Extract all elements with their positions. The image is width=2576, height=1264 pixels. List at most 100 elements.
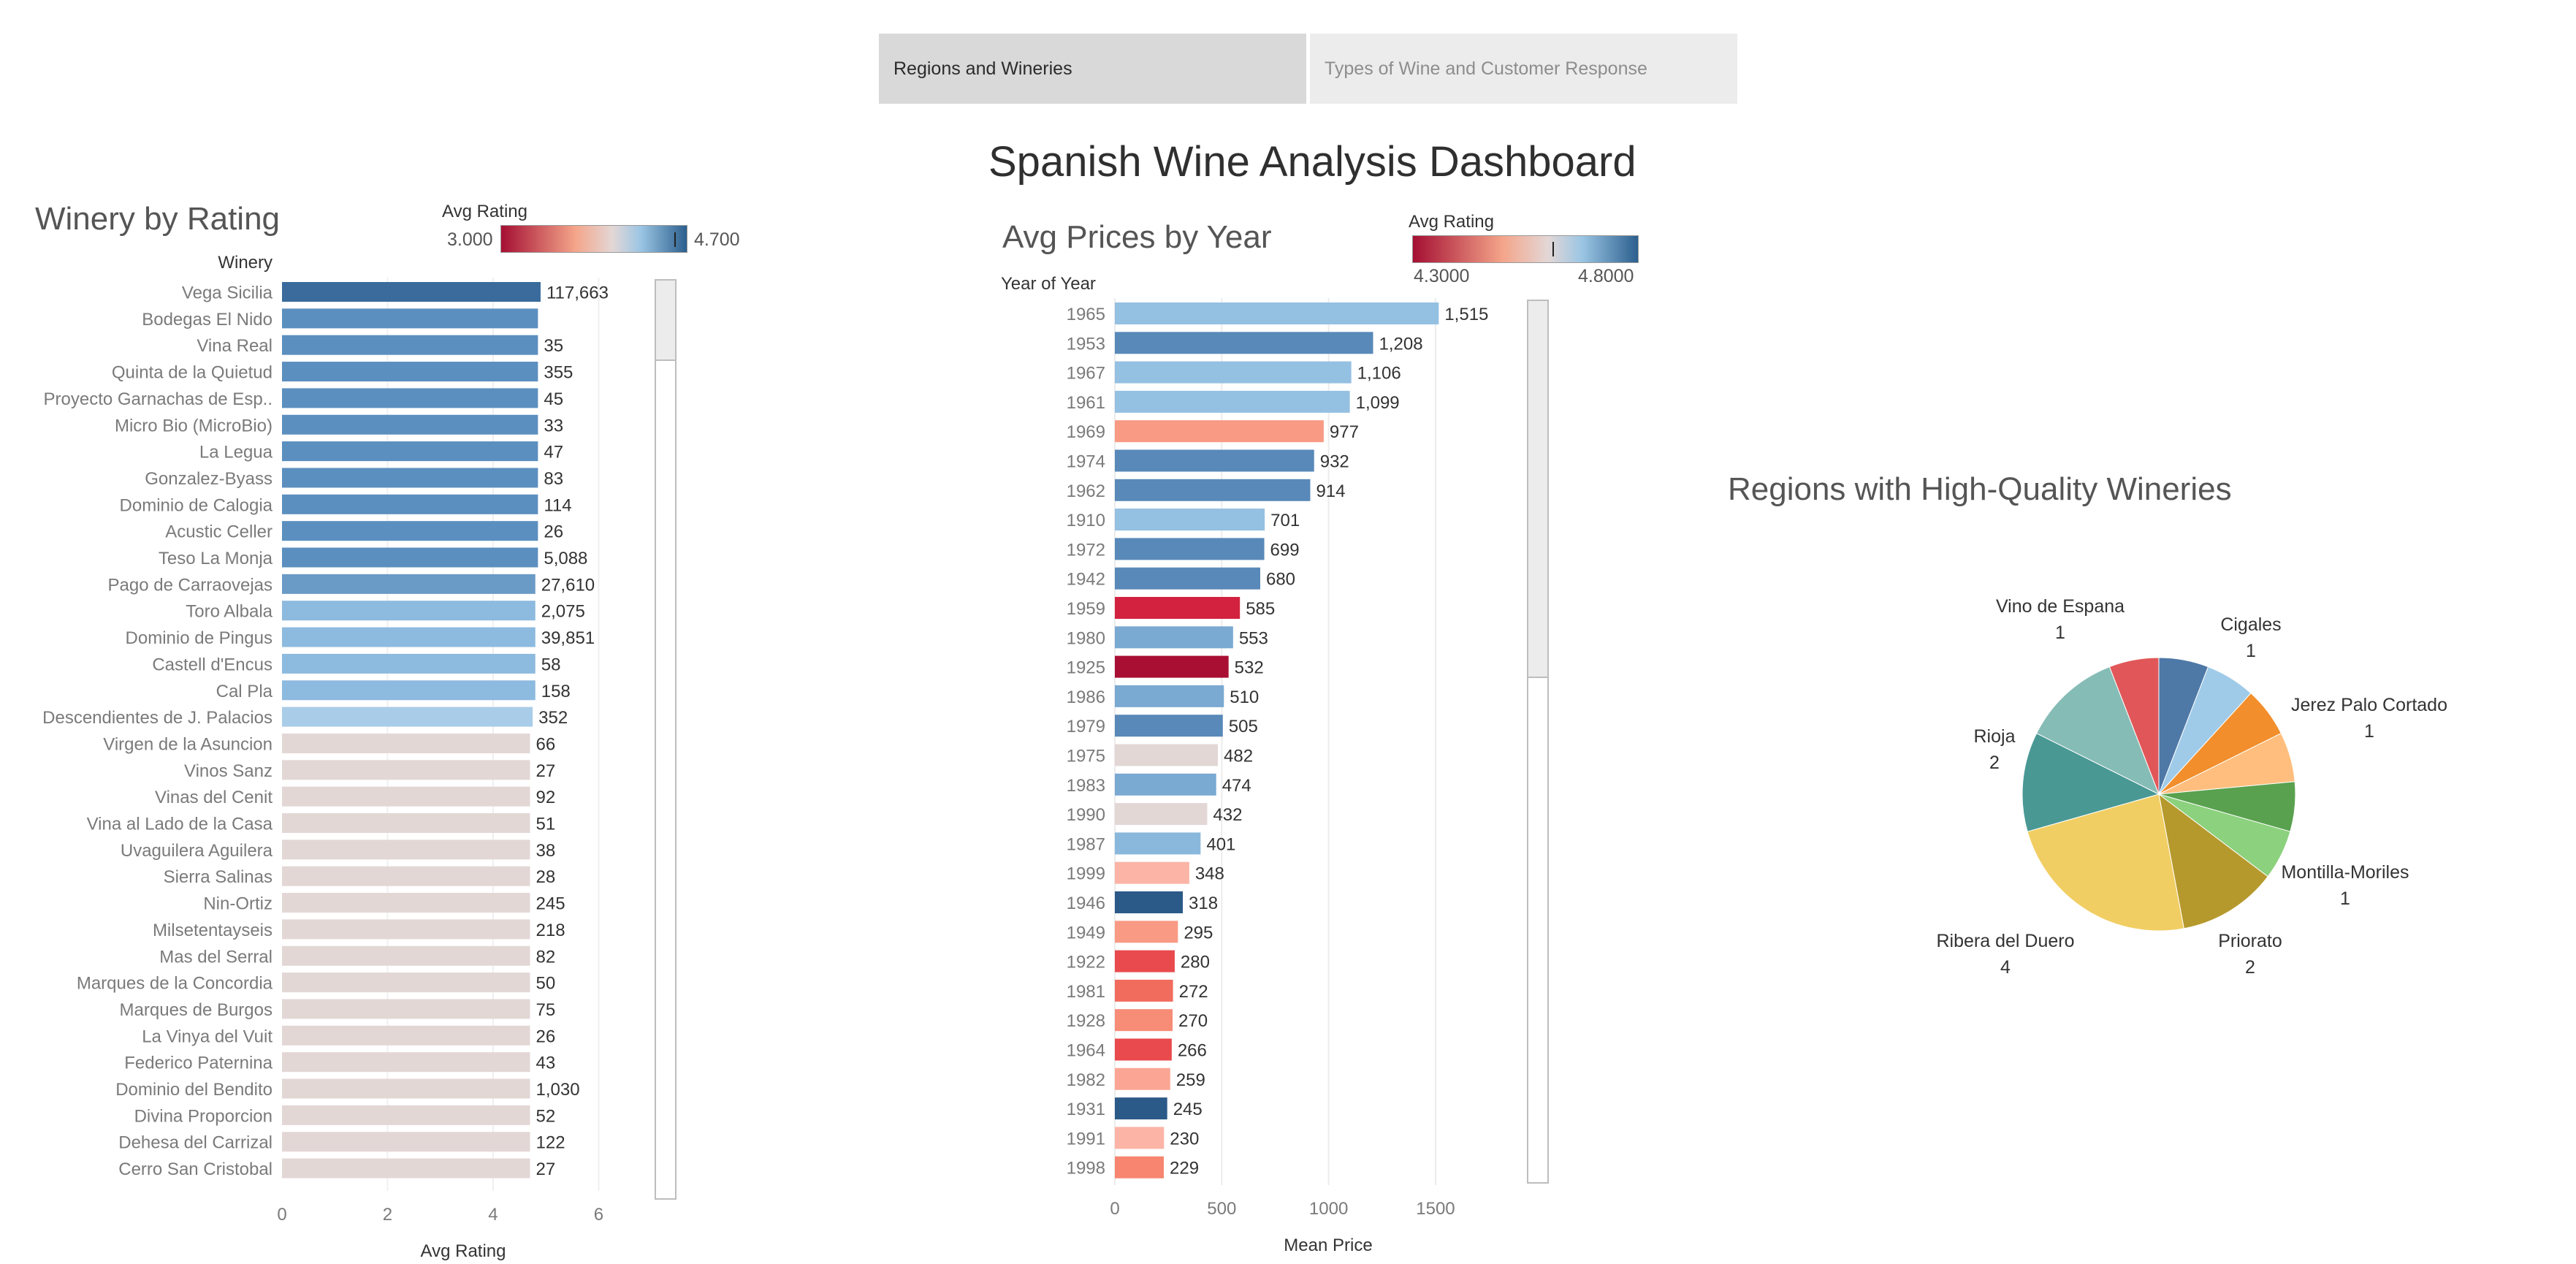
prices-legend-max: 4.8000 [1578,266,1634,286]
prices-scrollbar[interactable] [1527,300,1549,1184]
winery-legend-title: Avg Rating [442,202,527,221]
category-label: Dominio del Bendito [115,1080,273,1100]
bar [1115,420,1324,443]
bar [1115,449,1314,472]
bar [1115,773,1216,796]
data-label: 914 [1316,481,1345,501]
category-label: 1910 [1067,511,1105,530]
bar [282,414,538,435]
prices-scrollbar-thumb[interactable] [1528,301,1547,678]
bar [1115,567,1260,590]
data-label: 699 [1270,540,1300,560]
pie-label-value: 1 [2340,888,2350,909]
data-label: 295 [1184,923,1213,943]
category-label: Acustic Celler [165,522,273,542]
data-label: 26 [544,522,563,542]
data-label: 83 [544,469,563,489]
category-label: 1965 [1067,305,1105,324]
category-label: 1987 [1067,834,1105,854]
data-label: 977 [1330,422,1359,442]
category-label: Federico Paternina [124,1054,273,1073]
tab-regions-and-wineries[interactable]: Regions and Wineries [879,34,1306,104]
regions-pie-chart: Vino de Espana 1 Cigales 1 Jerez Palo Cortad… [1937,596,2448,978]
data-label: 58 [541,655,561,674]
data-label: 510 [1230,688,1259,707]
data-label: 5,088 [544,549,587,568]
category-label: 1967 [1067,364,1105,384]
bar [282,999,530,1019]
dashboard-title: Spanish Wine Analysis Dashboard [988,138,1636,186]
pie-label-name: Cigales [2220,614,2281,635]
bar [1115,390,1350,413]
bar [282,468,538,488]
category-label: 1953 [1067,334,1105,354]
bar [282,893,530,913]
winery-legend-gradient[interactable] [500,225,687,253]
bar [1115,891,1184,913]
category-label: Cal Pla [216,682,273,701]
category-label: Vega Sicilia [182,283,273,303]
prices-legend-title: Avg Rating [1409,212,1494,232]
bar [1115,538,1265,560]
category-label: 1983 [1067,776,1105,796]
bar [282,707,533,727]
category-label: Toro Albala [186,602,273,622]
pie-label-name: Montilla-Moriles [2281,862,2409,883]
data-label: 680 [1266,570,1295,590]
bar [282,335,538,355]
data-label: 47 [544,443,563,462]
bar [1115,626,1233,649]
data-label: 27 [536,1160,556,1179]
x-tick-label: 0 [277,1205,286,1225]
bar [1115,715,1223,737]
winery-scrollbar[interactable] [655,279,677,1200]
prices-legend-gradient[interactable] [1412,235,1639,263]
data-label: 229 [1170,1159,1199,1179]
bar [1115,1067,1170,1090]
bar [282,1025,530,1046]
category-label: 1962 [1067,481,1105,501]
category-label: Mas del Serral [159,947,273,967]
pie-label-name: Ribera del Duero [1937,931,2075,951]
bar [1115,479,1311,501]
bar [1115,1038,1172,1061]
tab-types-of-wine[interactable]: Types of Wine and Customer Response [1310,34,1737,104]
category-label: La Legua [199,443,273,462]
category-label: Dehesa del Carrizal [118,1133,273,1153]
bar [282,282,541,302]
data-label: 45 [544,389,563,409]
data-label: 2,075 [541,602,585,622]
data-label: 122 [536,1133,565,1153]
data-label: 505 [1229,717,1258,736]
data-label: 28 [536,867,556,887]
category-label: Milsetentayseis [153,921,273,940]
pie-label-value: 1 [2246,641,2256,661]
category-label: Virgen de la Asuncion [103,734,273,754]
bar [282,733,530,753]
winery-chart-title: Winery by Rating [35,201,281,237]
category-label: Vinos Sanz [184,761,273,781]
data-label: 50 [536,974,556,994]
data-label: 482 [1224,747,1253,766]
bar [1115,509,1265,531]
category-label: Marques de Burgos [120,1000,273,1020]
category-label: Nin-Ortiz [203,894,273,914]
data-label: 33 [544,416,563,435]
category-label: Vina Real [197,336,273,356]
category-label: 1969 [1067,422,1105,442]
data-label: 245 [1173,1100,1203,1119]
bar [1115,685,1224,707]
category-label: Pago de Carraovejas [108,575,273,595]
category-label: Castell d'Encus [152,655,273,674]
category-label: Sierra Salinas [164,867,273,887]
data-label: 401 [1206,834,1235,854]
category-label: 1949 [1067,923,1105,943]
winery-scrollbar-thumb[interactable] [656,281,675,361]
data-label: 66 [536,734,556,754]
bar [282,1078,530,1099]
category-label: 1959 [1067,599,1105,619]
data-label: 585 [1246,599,1275,619]
category-label: Bodegas El Nido [142,310,273,330]
bar [282,574,536,594]
data-label: 352 [538,708,568,728]
